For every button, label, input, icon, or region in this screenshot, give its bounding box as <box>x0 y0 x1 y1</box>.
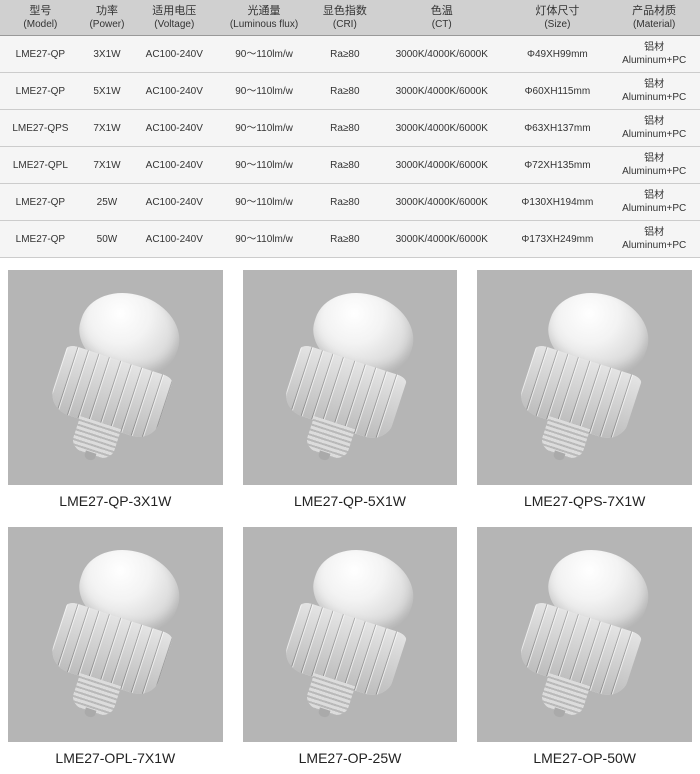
product-thumb <box>477 270 692 485</box>
cell-flux: 90～110lm/w <box>215 147 312 184</box>
col-cri: 显色指数(CRI) <box>313 0 377 36</box>
table-row: LME27-QP3X1WAC100-240V90～110lm/wRa≥80300… <box>0 36 700 73</box>
bulb-icon <box>26 533 205 736</box>
cell-voltage: AC100-240V <box>133 110 215 147</box>
cell-flux: 90～110lm/w <box>215 36 312 73</box>
cell-flux: 90～110lm/w <box>215 184 312 221</box>
col-ct: 色温(CT) <box>377 0 506 36</box>
col-power: 功率(Power) <box>81 0 133 36</box>
cell-cri: Ra≥80 <box>313 184 377 221</box>
cell-ct: 3000K/4000K/6000K <box>377 110 506 147</box>
bulb-icon <box>26 276 205 479</box>
cell-ct: 3000K/4000K/6000K <box>377 184 506 221</box>
cell-flux: 90～110lm/w <box>215 221 312 258</box>
cell-power: 3X1W <box>81 36 133 73</box>
cell-voltage: AC100-240V <box>133 221 215 258</box>
cell-power: 50W <box>81 221 133 258</box>
cell-cri: Ra≥80 <box>313 221 377 258</box>
cell-flux: 90～110lm/w <box>215 73 312 110</box>
product-thumb <box>243 527 458 742</box>
col-model: 型号(Model) <box>0 0 81 36</box>
cell-material: 铝材Aluminum+PC <box>608 36 700 73</box>
header-row: 型号(Model) 功率(Power) 适用电压(Voltage) 光通量(Lu… <box>0 0 700 36</box>
product-cell: LME27-OPL-7X1W <box>8 527 223 766</box>
cell-material: 铝材Aluminum+PC <box>608 73 700 110</box>
cell-power: 7X1W <box>81 147 133 184</box>
cell-material: 铝材Aluminum+PC <box>608 110 700 147</box>
cell-power: 7X1W <box>81 110 133 147</box>
cell-voltage: AC100-240V <box>133 73 215 110</box>
cell-size: Φ60XH115mm <box>506 73 608 110</box>
product-label: LME27-OP-50W <box>477 750 692 766</box>
product-label: LME27-QPS-7X1W <box>477 493 692 509</box>
cell-flux: 90～110lm/w <box>215 110 312 147</box>
bulb-icon <box>495 276 674 479</box>
product-label: LME27-OPL-7X1W <box>8 750 223 766</box>
product-cell: LME27-QPS-7X1W <box>477 270 692 509</box>
cell-model: LME27-QPS <box>0 110 81 147</box>
product-thumb <box>243 270 458 485</box>
cell-size: Φ49XH99mm <box>506 36 608 73</box>
cell-ct: 3000K/4000K/6000K <box>377 36 506 73</box>
cell-ct: 3000K/4000K/6000K <box>377 147 506 184</box>
cell-model: LME27-QPL <box>0 147 81 184</box>
cell-voltage: AC100-240V <box>133 184 215 221</box>
product-grid: LME27-QP-3X1W LME27-QP-5X1W LME27-QPS-7X… <box>0 258 700 773</box>
bulb-icon <box>260 533 439 736</box>
table-row: LME27-QPS7X1WAC100-240V90～110lm/wRa≥8030… <box>0 110 700 147</box>
cell-cri: Ra≥80 <box>313 110 377 147</box>
cell-model: LME27-QP <box>0 221 81 258</box>
bulb-icon <box>495 533 674 736</box>
cell-ct: 3000K/4000K/6000K <box>377 221 506 258</box>
cell-power: 5X1W <box>81 73 133 110</box>
cell-size: Φ72XH135mm <box>506 147 608 184</box>
col-flux: 光通量(Luminous flux) <box>215 0 312 36</box>
cell-power: 25W <box>81 184 133 221</box>
cell-model: LME27-QP <box>0 184 81 221</box>
cell-size: Φ173XH249mm <box>506 221 608 258</box>
cell-material: 铝材Aluminum+PC <box>608 147 700 184</box>
product-cell: LME27-OP-25W <box>243 527 458 766</box>
cell-ct: 3000K/4000K/6000K <box>377 73 506 110</box>
product-thumb <box>8 270 223 485</box>
cell-size: Φ63XH137mm <box>506 110 608 147</box>
cell-cri: Ra≥80 <box>313 73 377 110</box>
table-row: LME27-QP25WAC100-240V90～110lm/wRa≥803000… <box>0 184 700 221</box>
table-row: LME27-QP50WAC100-240V90～110lm/wRa≥803000… <box>0 221 700 258</box>
product-label: LME27-OP-25W <box>243 750 458 766</box>
cell-model: LME27-QP <box>0 73 81 110</box>
table-row: LME27-QPL7X1WAC100-240V90～110lm/wRa≥8030… <box>0 147 700 184</box>
cell-model: LME27-QP <box>0 36 81 73</box>
product-thumb <box>477 527 692 742</box>
col-material: 产品材质(Material) <box>608 0 700 36</box>
spec-table: 型号(Model) 功率(Power) 适用电压(Voltage) 光通量(Lu… <box>0 0 700 258</box>
cell-voltage: AC100-240V <box>133 36 215 73</box>
table-row: LME27-QP5X1WAC100-240V90～110lm/wRa≥80300… <box>0 73 700 110</box>
product-label: LME27-QP-5X1W <box>243 493 458 509</box>
product-cell: LME27-OP-50W <box>477 527 692 766</box>
product-cell: LME27-QP-5X1W <box>243 270 458 509</box>
product-label: LME27-QP-3X1W <box>8 493 223 509</box>
col-size: 灯体尺寸(Size) <box>506 0 608 36</box>
bulb-icon <box>260 276 439 479</box>
cell-material: 铝材Aluminum+PC <box>608 184 700 221</box>
product-thumb <box>8 527 223 742</box>
cell-voltage: AC100-240V <box>133 147 215 184</box>
col-voltage: 适用电压(Voltage) <box>133 0 215 36</box>
cell-size: Φ130XH194mm <box>506 184 608 221</box>
cell-cri: Ra≥80 <box>313 36 377 73</box>
product-cell: LME27-QP-3X1W <box>8 270 223 509</box>
cell-cri: Ra≥80 <box>313 147 377 184</box>
cell-material: 铝材Aluminum+PC <box>608 221 700 258</box>
